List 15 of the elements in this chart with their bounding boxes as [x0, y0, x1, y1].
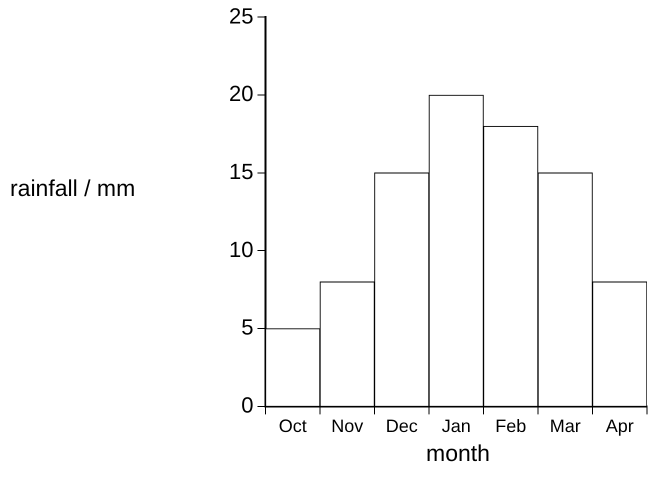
x-tick-label: Dec: [386, 416, 418, 436]
x-tick-label: Nov: [331, 416, 364, 436]
y-tick-label: 25: [228, 3, 254, 28]
y-tick-label: 15: [228, 158, 254, 184]
x-tick-label: Mar: [550, 416, 581, 436]
y-tick-label: 0: [241, 392, 254, 418]
x-tick-label: Feb: [495, 416, 526, 436]
y-axis-title: rainfall / mm: [10, 175, 136, 202]
y-tick-label: 10: [228, 236, 254, 262]
y-tick-label: 20: [228, 81, 254, 106]
x-axis-title: month: [425, 440, 491, 467]
x-tick-label: Oct: [278, 416, 307, 436]
y-tick-label: 5: [241, 314, 254, 340]
x-tick-label: Jan: [442, 416, 471, 436]
x-tick-label: Apr: [606, 416, 634, 436]
